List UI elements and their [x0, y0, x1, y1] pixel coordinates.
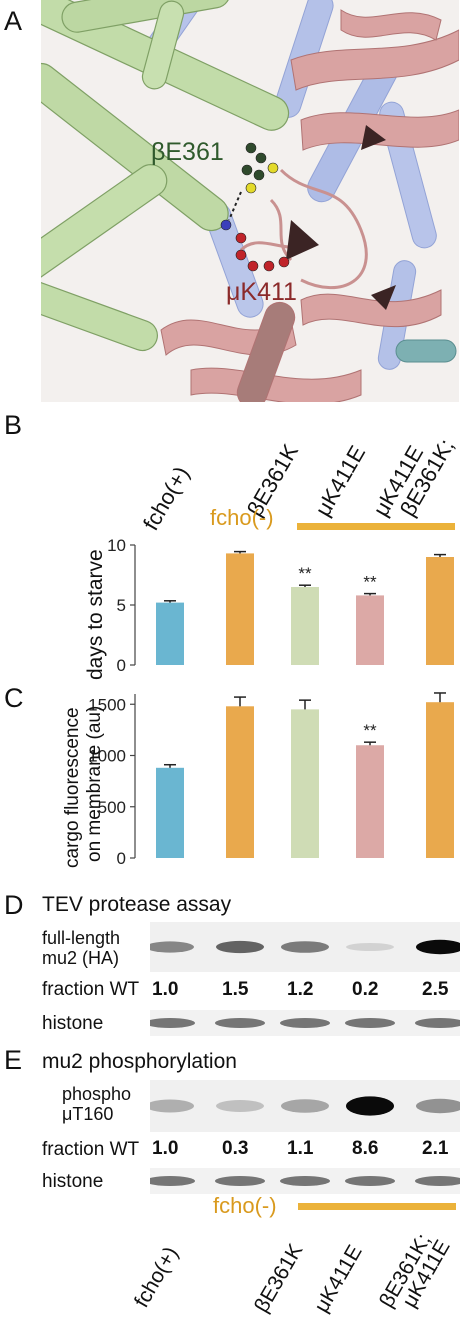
histone-band [415, 1018, 460, 1028]
histone-band [280, 1176, 330, 1186]
significance-label: ** [363, 721, 377, 740]
phospho-row-label-line1: phospho [62, 1084, 132, 1104]
tev-row-label: full-length mu2 (HA) [42, 928, 120, 968]
tev-fraction-label: fraction WT [42, 979, 140, 1000]
tev-histone-blot [150, 1010, 460, 1036]
condition-label-fcho-plus: fcho(+) [138, 462, 195, 535]
bar [156, 767, 184, 858]
blot-band [281, 941, 329, 953]
blot-band [216, 940, 264, 954]
tev-fraction-value: 2.5 [422, 979, 449, 1000]
bar [291, 709, 319, 858]
phospho-histone-label: histone [42, 1171, 104, 1192]
panel-letter-c: C [4, 683, 24, 713]
tev-histone-label: histone [42, 1013, 104, 1034]
phospho-fraction-value: 1.1 [287, 1138, 314, 1159]
histone-band [150, 1018, 195, 1028]
protein-structure-image: βE361 μK411 [41, 0, 459, 402]
c-ylabel-line2: on membrane (au) [84, 705, 105, 862]
bottom-label-mu: μK411E [310, 1241, 367, 1317]
bar [291, 587, 319, 665]
blot-band [281, 1099, 329, 1113]
panel-letter-e: E [4, 1045, 23, 1075]
bottom-label-beta: βE361K [250, 1239, 308, 1317]
y-tick-label: 5 [117, 596, 126, 615]
beta-e361-label: βE361 [151, 138, 224, 166]
bar [426, 702, 454, 858]
b-ylabel: days to starve [84, 549, 107, 680]
blot-band [416, 939, 460, 955]
histone-band [280, 1018, 330, 1028]
histone-band [150, 1176, 195, 1186]
tev-title: TEV protease assay [42, 893, 232, 916]
phospho-fraction-label: fraction WT [42, 1139, 140, 1160]
y-tick-label: 1000 [88, 747, 126, 766]
fcho-minus-label-top: fcho(-) [210, 505, 274, 530]
cargo-fluorescence-chart: 0 500 1000 1500 ** [88, 692, 454, 868]
bar [356, 595, 384, 665]
bar [356, 745, 384, 858]
blot-band [416, 1098, 460, 1114]
phospho-fraction-value: 1.0 [152, 1138, 179, 1159]
phospho-title: mu2 phosphorylation [42, 1050, 237, 1073]
tev-blot [150, 922, 460, 972]
histone-band [345, 1176, 395, 1186]
panel-letter-d: D [4, 890, 24, 920]
significance-label: ** [363, 573, 377, 592]
condition-label-mu: μK411E [310, 441, 371, 521]
histone-band [345, 1018, 395, 1028]
histone-band [215, 1018, 265, 1028]
y-tick-label: 1500 [88, 695, 126, 714]
phospho-fraction-value: 8.6 [352, 1138, 379, 1159]
phospho-fraction-value: 0.3 [222, 1138, 249, 1159]
blot-band [150, 941, 194, 953]
c-ylabel-line1: cargo fluorescence [62, 707, 83, 868]
bar [226, 706, 254, 858]
histone-band [415, 1176, 460, 1186]
fcho-minus-label-bottom: fcho(-) [213, 1193, 277, 1218]
tev-fraction-value: 1.0 [152, 979, 179, 1000]
tev-fraction-value: 1.5 [222, 979, 249, 1000]
tev-row-label-line1: full-length [42, 928, 121, 948]
days-to-starve-chart: 0 5 10 ** ** [107, 536, 454, 675]
bottom-label-fcho-plus: fcho(+) [130, 1242, 183, 1312]
panel-letter-b: B [4, 410, 23, 440]
phospho-blot [150, 1080, 460, 1132]
phospho-row-label-line2: μT160 [62, 1104, 114, 1124]
fcho-minus-bar-top [297, 523, 455, 530]
tev-row-label-line2: mu2 (HA) [42, 948, 120, 968]
y-tick-label: 0 [117, 656, 126, 675]
bar [156, 602, 184, 665]
phospho-histone-blot [150, 1168, 460, 1194]
tev-fraction-value: 0.2 [352, 979, 379, 1000]
blot-band [346, 1096, 394, 1116]
mu-k411-label: μK411 [226, 278, 297, 306]
blot-band [150, 1099, 194, 1113]
y-tick-label: 500 [98, 798, 126, 817]
y-tick-label: 0 [117, 849, 126, 868]
histone-band [215, 1176, 265, 1186]
y-tick-label: 10 [107, 536, 126, 555]
blot-band [346, 942, 394, 952]
panel-letter-a: A [4, 6, 23, 36]
phospho-fraction-value: 2.1 [422, 1138, 449, 1159]
blot-band [216, 1100, 264, 1112]
fcho-minus-bar-bottom [298, 1203, 456, 1210]
bar [426, 557, 454, 665]
tev-fraction-value: 1.2 [287, 979, 314, 1000]
significance-label: ** [298, 564, 312, 583]
phospho-row-label: phospho μT160 [62, 1084, 131, 1124]
bar [226, 553, 254, 665]
